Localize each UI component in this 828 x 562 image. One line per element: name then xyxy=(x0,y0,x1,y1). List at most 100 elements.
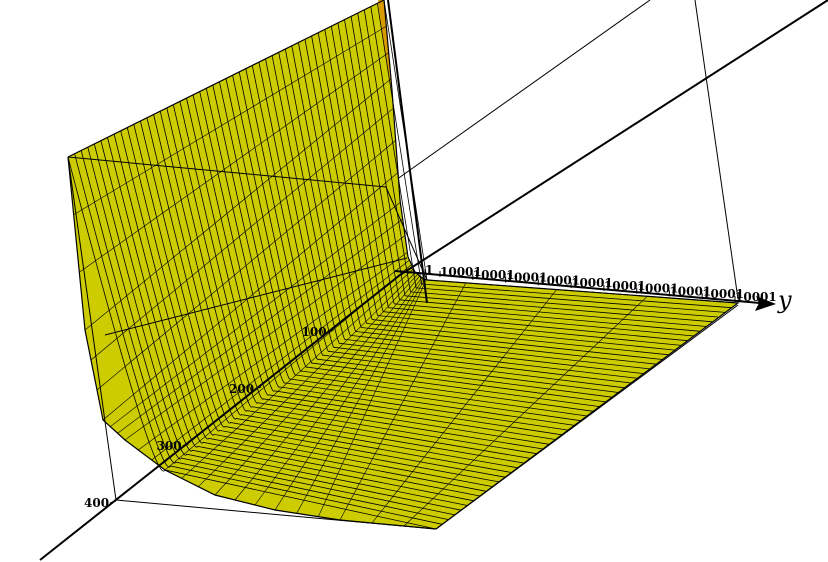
mesh-cross-line xyxy=(73,25,387,215)
mesh-cross-line xyxy=(403,296,648,527)
box-edge xyxy=(115,499,437,530)
mesh-line xyxy=(140,120,506,478)
box-edge xyxy=(67,156,387,188)
mesh-line xyxy=(74,153,443,525)
mesh-line xyxy=(126,127,493,487)
mesh-line xyxy=(133,124,499,483)
mesh-line xyxy=(153,114,518,469)
y-tick-label: 10001 xyxy=(473,268,515,282)
mesh-line xyxy=(370,6,726,313)
mesh-line xyxy=(258,62,619,393)
y-tick-label: 10001 xyxy=(637,282,679,296)
mesh-line xyxy=(67,156,437,530)
mesh-line xyxy=(100,140,468,506)
mesh-line xyxy=(291,45,650,370)
surface-outline xyxy=(383,0,428,281)
y-tick-label: 10001 xyxy=(702,287,744,301)
x-tick-mark xyxy=(109,500,117,504)
mesh-cross-line xyxy=(79,52,389,273)
box-edge xyxy=(435,304,739,530)
y-tick-label: 10001 xyxy=(604,279,646,293)
bounding-box-front xyxy=(67,156,739,530)
mesh-line xyxy=(232,75,594,412)
mesh-line xyxy=(363,9,720,318)
y-tick-label: 10001 xyxy=(571,276,613,290)
mesh-line xyxy=(383,0,739,304)
mesh-cross-line xyxy=(110,202,401,427)
mesh-line xyxy=(304,39,663,360)
x-tick-mark xyxy=(327,329,334,333)
mesh-line xyxy=(225,78,588,417)
mesh-line xyxy=(298,42,657,365)
y-tick-label: 10001 xyxy=(735,290,777,304)
mesh-cross-line xyxy=(84,78,392,331)
surface-highlight xyxy=(378,0,392,90)
mesh-line xyxy=(179,101,544,450)
mesh-line xyxy=(324,29,682,346)
y-tick-label: 10001 xyxy=(506,271,548,285)
y-axis-ticks: 1 100011000110001100011000110001100011000… xyxy=(424,263,777,304)
y-tick-label: 10001 xyxy=(538,273,580,287)
box-edge xyxy=(694,0,739,300)
x-tick-label: 400 xyxy=(84,496,109,510)
surface-outline xyxy=(67,156,437,530)
mesh-line xyxy=(278,52,638,379)
mesh-cross-line xyxy=(214,274,418,496)
z-axis-line xyxy=(387,0,428,304)
box-edge xyxy=(385,0,651,188)
mesh-cross-line xyxy=(181,268,414,479)
mesh-cross-line xyxy=(90,108,394,361)
mesh-line xyxy=(271,55,632,384)
mesh-cross-line xyxy=(117,218,403,434)
mesh-line xyxy=(344,19,701,332)
mesh-cross-line xyxy=(151,259,410,461)
mesh-line xyxy=(93,143,462,511)
x-axis-ticks: 100 200 300 400 xyxy=(84,325,334,510)
mesh-cross-line xyxy=(96,140,396,391)
box-edge xyxy=(67,156,117,501)
y-axis-arrowhead xyxy=(755,296,776,311)
mesh-line xyxy=(251,65,613,398)
mesh-line xyxy=(350,16,707,327)
mesh-cross-line xyxy=(318,279,427,517)
surface-outline xyxy=(67,0,385,158)
mesh-cross-line xyxy=(124,235,406,441)
axes: y xyxy=(39,0,828,561)
y-tick-label: 1 xyxy=(425,263,433,277)
y-axis-line xyxy=(394,270,761,304)
box-edge xyxy=(104,257,408,336)
mesh-cross-line xyxy=(198,272,416,487)
mesh-line xyxy=(107,137,474,502)
mesh-line xyxy=(166,107,531,459)
x-axis-line xyxy=(39,274,401,561)
mesh-line xyxy=(172,104,537,455)
mesh-line xyxy=(159,111,525,464)
mesh-line xyxy=(186,98,550,445)
surface-outline xyxy=(426,279,740,530)
x-tick-label: 100 xyxy=(302,325,327,339)
mesh-line xyxy=(265,58,625,389)
box-edge xyxy=(385,186,428,281)
mesh-line xyxy=(311,35,669,356)
mesh-line xyxy=(120,130,487,492)
mesh-cross-line xyxy=(254,277,422,506)
x-tick-label: 300 xyxy=(157,439,182,453)
mesh-cross-line xyxy=(102,172,399,421)
mesh-cross-line xyxy=(274,278,424,511)
mesh-cross-line xyxy=(339,282,467,521)
y-tick-label: 10001 xyxy=(440,265,482,279)
mesh-line xyxy=(113,134,481,497)
x-tick-mark xyxy=(182,443,189,447)
mesh-cross-line xyxy=(138,252,408,451)
y-tick-label: 10001 xyxy=(669,284,711,298)
surface-mesh xyxy=(67,0,740,530)
y-axis-label: y xyxy=(777,286,792,314)
mesh-line xyxy=(192,94,556,440)
x-axis-extension xyxy=(399,0,828,276)
x-tick-mark xyxy=(254,386,262,390)
x-tick-label: 200 xyxy=(229,382,254,396)
mesh-cross-line xyxy=(371,289,557,524)
mesh-line xyxy=(317,32,676,351)
